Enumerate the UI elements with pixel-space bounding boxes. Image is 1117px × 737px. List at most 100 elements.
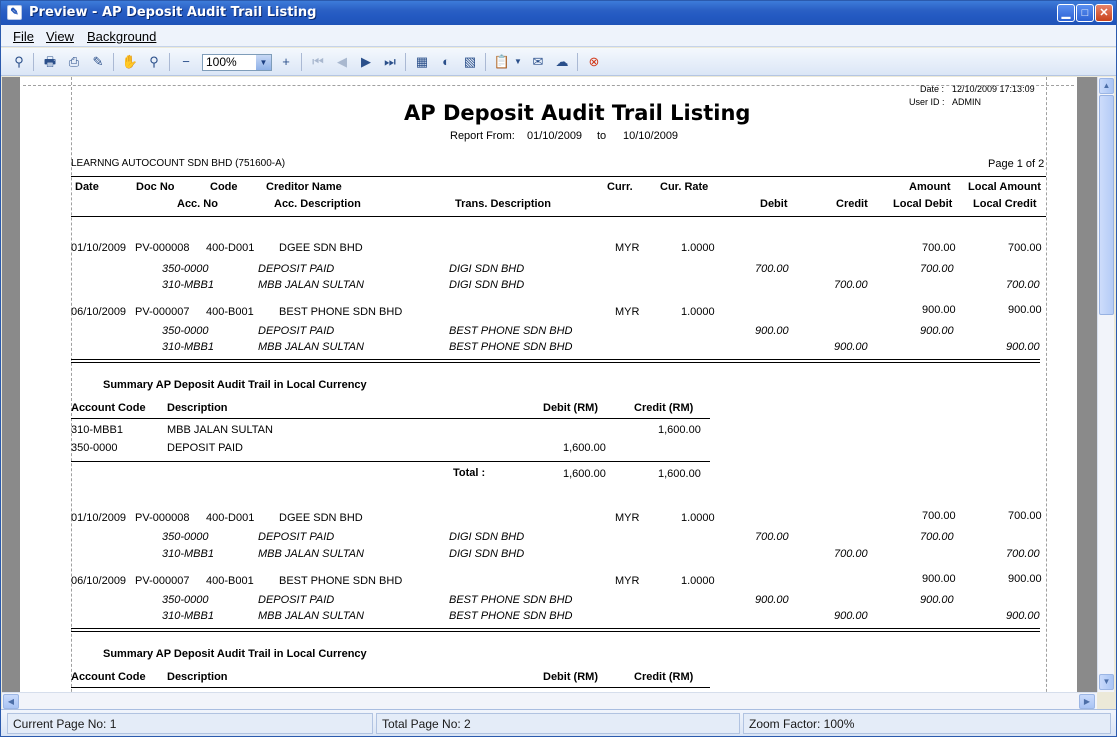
menu-file[interactable]: File: [13, 29, 34, 44]
app-icon: ✎: [7, 5, 22, 20]
header-amount: Amount: [909, 181, 951, 193]
email-icon[interactable]: ✉: [532, 54, 544, 69]
vertical-scrollbar[interactable]: ▲ ▼: [1097, 77, 1114, 692]
magnifier-icon[interactable]: ⚲: [149, 54, 159, 69]
status-bar: Current Page No: 1 Total Page No: 2 Zoom…: [1, 709, 1116, 736]
header-local-amount: Local Amount: [968, 181, 1041, 193]
entry-local-amount: 900.00: [1008, 573, 1042, 585]
line-local-debit: 900.00: [920, 325, 954, 337]
line-acc-desc: MBB JALAN SULTAN: [258, 610, 364, 622]
entry-code: 400-B001: [206, 575, 254, 587]
multi-page-icon[interactable]: ▦: [415, 54, 429, 69]
date-value: 12/10/2009 17:13:09: [952, 84, 1035, 94]
page-info: Page 1 of 2: [988, 158, 1045, 170]
line-acc-desc: DEPOSIT PAID: [258, 531, 335, 543]
range-from: 01/10/2009: [527, 130, 583, 142]
export-icon[interactable]: 📋: [493, 54, 511, 69]
line-debit: 700.00: [755, 263, 789, 275]
first-page-icon[interactable]: ⏮: [312, 54, 324, 69]
scroll-up-icon[interactable]: ▲: [1099, 78, 1114, 94]
toolbar: ⚲ 🖶 ⎙ ✎ ✋ ⚲ − + ⏮ ◀ ▶ ⏭ ▦ ◐ ▧ 📋 ▼ ✉ ☁ ⊗: [1, 48, 1116, 76]
summary-header-debit: Debit (RM): [543, 402, 598, 414]
status-total-pages: Total Page No: 2: [376, 713, 740, 734]
menu-background[interactable]: Background: [87, 29, 157, 44]
summary-header-description: Description: [167, 402, 228, 414]
entry-code: 400-B001: [206, 306, 254, 318]
watermark-icon[interactable]: ▧: [463, 54, 477, 69]
status-zoom-factor: Zoom Factor: 100%: [743, 713, 1111, 734]
date-label: Date :: [920, 84, 945, 94]
print-icon[interactable]: ⎙: [68, 54, 80, 69]
header-code: Code: [210, 181, 238, 193]
entry-curr: MYR: [615, 242, 640, 254]
header-curr: Curr.: [607, 181, 633, 193]
scroll-thumb[interactable]: [1099, 95, 1114, 315]
entry-doc-no: PV-000008: [135, 512, 190, 524]
line-debit: 900.00: [755, 325, 789, 337]
line-local-credit: 700.00: [1006, 548, 1040, 560]
title-bar[interactable]: ✎ Preview - AP Deposit Audit Trail Listi…: [1, 1, 1116, 25]
line-local-credit: 900.00: [1006, 610, 1040, 622]
entry-creditor: BEST PHONE SDN BHD: [279, 575, 403, 587]
scroll-down-icon[interactable]: ▼: [1099, 674, 1114, 690]
send-icon[interactable]: ☁: [555, 54, 569, 69]
line-acc-desc: DEPOSIT PAID: [258, 594, 335, 606]
line-debit: 700.00: [755, 531, 789, 543]
entry-curr: MYR: [615, 512, 640, 524]
entry-code: 400-D001: [206, 512, 255, 524]
header-local-credit: Local Credit: [973, 198, 1037, 210]
summary-header-credit: Credit (RM): [634, 402, 694, 414]
line-acc-desc: MBB JALAN SULTAN: [258, 341, 364, 353]
export-dropdown-icon[interactable]: ▼: [514, 57, 522, 66]
previous-page-icon[interactable]: ◀: [337, 54, 347, 69]
binoculars-icon[interactable]: ⚲: [14, 54, 24, 69]
entry-curr: MYR: [615, 306, 640, 318]
hand-icon[interactable]: ✋: [121, 54, 139, 69]
horizontal-scrollbar[interactable]: ◀ ▶: [2, 692, 1097, 709]
print-setup-icon[interactable]: 🖶: [43, 54, 57, 69]
header-creditor-name: Creditor Name: [266, 181, 342, 193]
scroll-left-icon[interactable]: ◀: [3, 694, 19, 709]
entry-rate: 1.0000: [681, 575, 715, 587]
range-to-label: to: [597, 130, 607, 142]
zoom-in-icon[interactable]: +: [282, 54, 290, 69]
line-credit: 700.00: [834, 279, 868, 291]
entry-amount: 700.00: [922, 510, 956, 522]
entry-amount: 900.00: [922, 573, 956, 585]
line-acc-desc: MBB JALAN SULTAN: [258, 279, 364, 291]
last-page-icon[interactable]: ⏭: [384, 54, 396, 69]
line-acc-no: 310-MBB1: [162, 610, 214, 622]
entry-rate: 1.0000: [681, 512, 715, 524]
header-acc-description: Acc. Description: [274, 198, 361, 210]
maximize-button[interactable]: □: [1076, 4, 1094, 22]
entry-rate: 1.0000: [681, 306, 715, 318]
minimize-button[interactable]: ▁: [1057, 4, 1075, 22]
range-label: Report From:: [450, 130, 515, 142]
summary-header-account-code: Account Code: [71, 671, 146, 683]
next-page-icon[interactable]: ▶: [361, 54, 371, 69]
page-setup-icon[interactable]: ✎: [92, 54, 104, 69]
close-preview-icon[interactable]: ⊗: [588, 54, 600, 69]
summary-row-desc: DEPOSIT PAID: [167, 442, 244, 454]
summary-row-code: 350-0000: [71, 442, 118, 454]
menu-view[interactable]: View: [46, 29, 74, 44]
summary-title: Summary AP Deposit Audit Trail in Local …: [103, 379, 367, 391]
summary-title: Summary AP Deposit Audit Trail in Local …: [103, 648, 367, 660]
color-icon[interactable]: ◐: [442, 54, 450, 69]
zoom-select[interactable]: 100% ▼: [202, 54, 272, 71]
close-button[interactable]: ✕: [1095, 4, 1113, 22]
line-trans-desc: DIGI SDN BHD: [449, 279, 525, 291]
zoom-out-icon[interactable]: −: [182, 54, 190, 69]
summary-total-credit: 1,600.00: [658, 468, 701, 480]
scroll-right-icon[interactable]: ▶: [1079, 694, 1095, 709]
entry-doc-no: PV-000007: [135, 306, 190, 318]
line-local-debit: 700.00: [920, 263, 954, 275]
line-acc-desc: DEPOSIT PAID: [258, 263, 335, 275]
entry-creditor: BEST PHONE SDN BHD: [279, 306, 403, 318]
entry-amount: 700.00: [922, 242, 956, 254]
chevron-down-icon[interactable]: ▼: [256, 55, 271, 70]
line-trans-desc: BEST PHONE SDN BHD: [449, 341, 573, 353]
line-trans-desc: BEST PHONE SDN BHD: [449, 610, 573, 622]
line-acc-no: 310-MBB1: [162, 279, 214, 291]
